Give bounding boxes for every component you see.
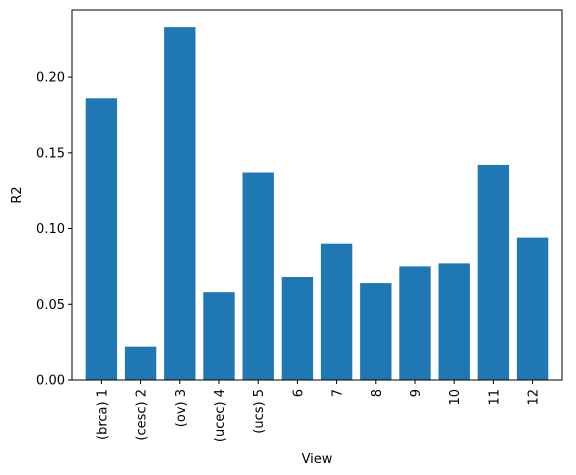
x-tick-label: 11 <box>487 389 502 406</box>
y-axis-ticks: 0.00 0.05 0.10 0.15 0.20 <box>36 71 72 389</box>
bar <box>164 27 196 381</box>
bar <box>438 263 470 380</box>
bar <box>242 172 274 380</box>
bar <box>516 237 549 380</box>
x-tick-label: 6 <box>291 389 306 397</box>
x-tick-label: (ucec) 4 <box>213 389 228 442</box>
x-tick-label: (ucs) 5 <box>252 389 267 434</box>
y-tick-label: 0.05 <box>36 298 65 313</box>
y-tick-label: 0.20 <box>36 71 65 86</box>
y-tick-label: 0.10 <box>36 222 65 237</box>
plot-frame <box>71 9 563 381</box>
bar <box>399 266 431 380</box>
bar <box>477 164 510 380</box>
y-axis-label: R2 <box>10 186 25 203</box>
x-tick-label: 9 <box>409 389 424 397</box>
x-tick-label: 10 <box>448 389 463 406</box>
bar <box>320 243 353 380</box>
bar <box>281 277 314 380</box>
x-tick-label: 12 <box>527 389 542 406</box>
bar <box>85 98 118 380</box>
y-tick-label: 0.15 <box>36 146 65 161</box>
x-axis-ticks: (brca) 1 (cesc) 2 (ov) 3 (ucec) 4 (ucs) 5 6 7 8… <box>95 380 542 442</box>
x-tick-label: (brca) 1 <box>95 389 110 440</box>
bar <box>360 283 392 380</box>
x-tick-label: 8 <box>370 389 385 397</box>
x-tick-label: 7 <box>331 389 346 397</box>
bar <box>203 292 235 380</box>
bar <box>124 346 157 380</box>
x-axis-label: View <box>302 452 333 467</box>
y-tick-label: 0.00 <box>36 374 65 389</box>
x-tick-label: (ov) 3 <box>174 389 189 427</box>
x-tick-label: (cesc) 2 <box>135 389 150 441</box>
bars-group <box>85 27 549 381</box>
